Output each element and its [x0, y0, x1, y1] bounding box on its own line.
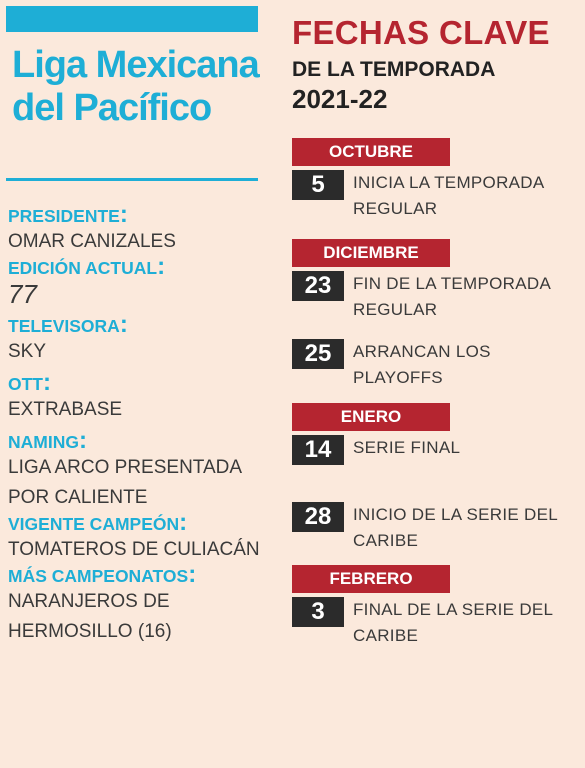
- fact-label-campeon: Vigente campeón: [8, 513, 268, 535]
- key-dates-heading: FECHAS CLAVE: [292, 14, 550, 51]
- event-text: Serie final: [353, 438, 461, 457]
- month-diciembre: DICIEMBRE: [292, 239, 450, 267]
- fact-label-presidente: Presidente: [8, 205, 268, 227]
- fact-label-ott: OTT: [8, 373, 268, 395]
- top-accent-bar: [6, 6, 258, 32]
- season-label: 2021-22: [292, 84, 388, 114]
- fact-value-presidente: Omar Canizales: [8, 231, 176, 252]
- league-facts: Presidente Omar Canizales Edición actual…: [8, 205, 268, 647]
- fact-value-ott: Extrabase: [8, 399, 123, 420]
- event-text: Final de la Serie del Caribe: [353, 600, 553, 645]
- fact-value-televisora: Sky: [8, 341, 47, 362]
- fact-label-naming: Naming: [8, 431, 268, 453]
- event-day: 3: [292, 597, 344, 627]
- league-title: Liga Mexicana del Pacífico: [12, 44, 260, 129]
- fact-label-televisora: Televisora: [8, 315, 268, 337]
- event-text: Inicia la temporada regular: [353, 173, 544, 218]
- fact-value-mas-campeonatos: Naranjeros de Hermosillo (16): [8, 591, 172, 642]
- month-enero: ENERO: [292, 403, 450, 431]
- event-text: Arrancan los playoffs: [353, 342, 491, 387]
- event-day: 25: [292, 339, 344, 369]
- event-day: 28: [292, 502, 344, 532]
- fact-label-mas-campeonatos: Más campeonatos: [8, 565, 268, 587]
- month-febrero: FEBRERO: [292, 565, 450, 593]
- event-text: Inicio de la Serie del Caribe: [353, 505, 558, 550]
- event-day: 23: [292, 271, 344, 301]
- key-dates-subheading: DE LA TEMPORADA: [292, 58, 496, 81]
- fact-label-edicion: Edición actual: [8, 257, 268, 279]
- event-text: Fin de la temporada regular: [353, 274, 551, 319]
- event-day: 5: [292, 170, 344, 200]
- key-dates-panel: FECHAS CLAVE DE LA TEMPORADA 2021-22 OCT…: [292, 0, 582, 768]
- fact-value-naming: Liga Arco presentada por Caliente: [8, 457, 242, 508]
- fact-value-campeon: Tomateros de Culiacán: [8, 539, 260, 560]
- month-octubre: OCTUBRE: [292, 138, 450, 166]
- event-day: 14: [292, 435, 344, 465]
- title-divider: [6, 178, 258, 181]
- fact-value-edicion: 77: [8, 279, 37, 309]
